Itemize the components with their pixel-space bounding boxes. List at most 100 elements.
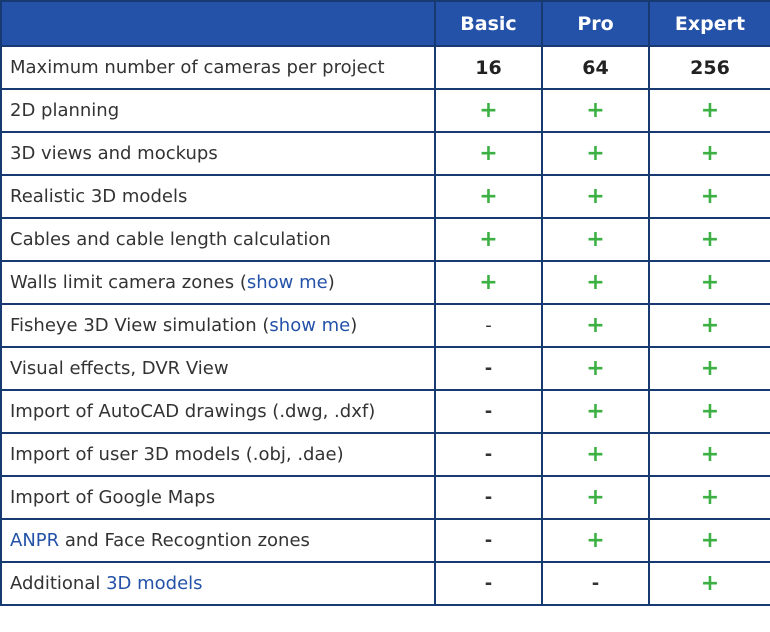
table-row: Additional 3D models - - + — [0, 561, 770, 606]
feature-label: Walls limit camera zones (show me) — [0, 260, 436, 305]
included-plus-icon: + — [700, 227, 720, 252]
feature-text: Additional — [10, 573, 107, 594]
table-row: Fisheye 3D View simulation (show me) - + + — [0, 303, 770, 348]
pro-value-cell: + — [541, 389, 650, 434]
feature-label: Realistic 3D models — [0, 174, 436, 219]
pro-value-cell: - — [541, 561, 650, 606]
feature-text: 2D planning — [10, 100, 120, 121]
table-row: ANPR and Face Recogntion zones - + + — [0, 518, 770, 563]
feature-label: Additional 3D models — [0, 561, 436, 606]
table-row: 3D views and mockups + + + — [0, 131, 770, 176]
basic-value-cell: - — [434, 561, 543, 606]
included-plus-icon: + — [479, 184, 498, 209]
feature-label: ANPR and Face Recogntion zones — [0, 518, 436, 563]
expert-value-cell: + — [648, 260, 770, 305]
feature-text: Walls limit camera zones ( — [10, 272, 247, 293]
feature-label: Maximum number of cameras per project — [0, 45, 436, 90]
table-row: Cables and cable length calculation + + + — [0, 217, 770, 262]
feature-text: and Face Recogntion zones — [59, 530, 310, 551]
feature-text: Import of AutoCAD drawings (.dwg, .dxf) — [10, 401, 376, 422]
expert-value-cell: + — [648, 389, 770, 434]
feature-label: Import of user 3D models (.obj, .dae) — [0, 432, 436, 477]
header-row: Basic Pro Expert — [0, 0, 770, 47]
included-plus-icon: + — [586, 356, 605, 381]
not-included-dash-icon: - — [484, 487, 493, 508]
included-plus-icon: + — [700, 313, 720, 338]
feature-text: ) — [327, 272, 335, 293]
included-plus-icon: + — [700, 184, 720, 209]
expert-value-cell: + — [648, 131, 770, 176]
feature-link[interactable]: show me — [246, 272, 328, 293]
table-row: Import of user 3D models (.obj, .dae) - + + — [0, 432, 770, 477]
pro-value-cell: + — [541, 131, 650, 176]
feature-text: Import of Google Maps — [10, 487, 216, 508]
expert-value-cell: + — [648, 561, 770, 606]
expert-value-cell: + — [648, 174, 770, 219]
expert-value-cell: + — [648, 217, 770, 262]
included-plus-icon: + — [586, 313, 605, 338]
included-plus-icon: + — [479, 141, 498, 166]
plan-comparison-table: Basic Pro Expert Maximum number of camer… — [0, 0, 770, 606]
not-included-dash-icon: - — [591, 573, 600, 594]
basic-value-cell: - — [434, 389, 543, 434]
pro-value-cell: + — [541, 303, 650, 348]
not-included-dash-icon: - — [484, 358, 493, 379]
feature-label: 3D views and mockups — [0, 131, 436, 176]
expert-value-cell: 256 — [648, 45, 770, 90]
included-plus-icon: + — [700, 356, 720, 381]
table-row: Import of Google Maps - + + — [0, 475, 770, 520]
pro-value-cell: 64 — [541, 45, 650, 90]
not-included-dash-icon: - — [484, 401, 493, 422]
header-feature — [0, 0, 436, 47]
feature-text: Maximum number of cameras per project — [10, 57, 385, 78]
feature-text: Realistic 3D models — [10, 186, 188, 207]
table-row: Walls limit camera zones (show me) + + + — [0, 260, 770, 305]
included-plus-icon: + — [586, 141, 605, 166]
feature-text: ) — [350, 315, 358, 336]
included-plus-icon: + — [700, 528, 720, 553]
basic-value-cell: - — [434, 346, 543, 391]
pro-value-cell: + — [541, 518, 650, 563]
basic-value-cell: + — [434, 131, 543, 176]
basic-value-cell: 16 — [434, 45, 543, 90]
pro-value-cell: + — [541, 174, 650, 219]
feature-link[interactable]: show me — [269, 315, 351, 336]
header-expert: Expert — [648, 0, 770, 47]
included-plus-icon: + — [586, 528, 605, 553]
pro-value-cell: + — [541, 217, 650, 262]
table-row: Import of AutoCAD drawings (.dwg, .dxf) -… — [0, 389, 770, 434]
pro-value-cell: + — [541, 260, 650, 305]
included-plus-icon: + — [586, 399, 605, 424]
included-plus-icon: + — [700, 270, 720, 295]
expert-value-cell: + — [648, 346, 770, 391]
included-plus-icon: + — [700, 399, 720, 424]
feature-text: 3D views and mockups — [10, 143, 218, 164]
camera-limit-value: 16 — [475, 56, 502, 79]
included-plus-icon: + — [586, 442, 605, 467]
basic-value-cell: - — [434, 303, 543, 348]
feature-link[interactable]: ANPR — [10, 530, 60, 551]
expert-value-cell: + — [648, 518, 770, 563]
feature-label: 2D planning — [0, 88, 436, 133]
included-plus-icon: + — [700, 442, 720, 467]
table-row: 2D planning + + + — [0, 88, 770, 133]
basic-value-cell: - — [434, 518, 543, 563]
pro-value-cell: + — [541, 346, 650, 391]
expert-value-cell: + — [648, 432, 770, 477]
feature-label: Import of Google Maps — [0, 475, 436, 520]
included-plus-icon: + — [586, 485, 605, 510]
table-row: Maximum number of cameras per project 16 6… — [0, 45, 770, 90]
header-pro: Pro — [541, 0, 650, 47]
basic-value-cell: + — [434, 217, 543, 262]
basic-value-cell: - — [434, 475, 543, 520]
basic-value-cell: + — [434, 88, 543, 133]
feature-label: Import of AutoCAD drawings (.dwg, .dxf) — [0, 389, 436, 434]
feature-text: Cables and cable length calculation — [10, 229, 331, 250]
header-basic: Basic — [434, 0, 543, 47]
feature-label: Fisheye 3D View simulation (show me) — [0, 303, 436, 348]
feature-link[interactable]: 3D models — [106, 573, 203, 594]
not-included-dash-icon: - — [484, 444, 493, 465]
included-plus-icon: + — [700, 571, 720, 596]
included-plus-icon: + — [700, 98, 720, 123]
table-row: Realistic 3D models + + + — [0, 174, 770, 219]
